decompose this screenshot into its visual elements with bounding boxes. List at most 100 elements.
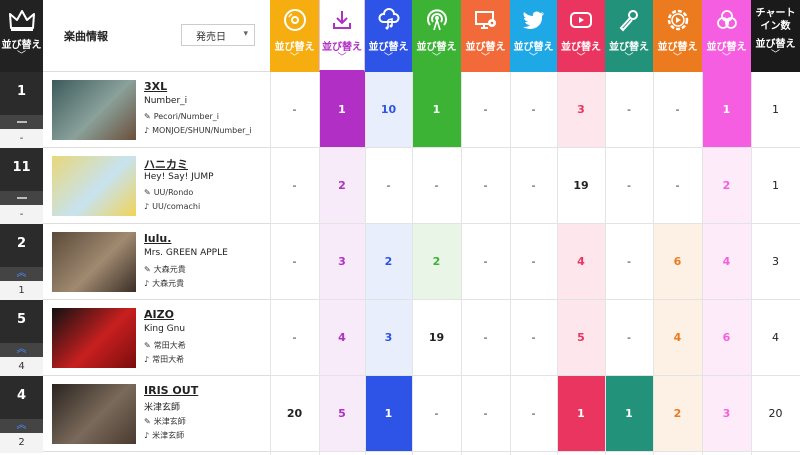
song-thumbnail[interactable] xyxy=(52,384,136,444)
rank-value-tiktok: 3 xyxy=(702,376,751,452)
cloud-music-icon xyxy=(378,8,399,30)
chevron-down-icon: ﹀ xyxy=(431,53,441,63)
sort-header-download[interactable]: 並び替え ﹀ xyxy=(319,0,365,72)
rank-value-pc-lookup: - xyxy=(461,376,510,452)
song-thumbnail[interactable] xyxy=(52,156,136,216)
song-info-label: 楽曲情報 xyxy=(64,30,108,43)
music-note-icon: ♪ xyxy=(144,355,150,364)
rank-value-cd: - xyxy=(270,148,319,224)
pencil-icon: ✎ xyxy=(144,265,151,274)
sort-header-karaoke[interactable]: 並び替え ﹀ xyxy=(605,0,653,72)
rank-value-karaoke: - xyxy=(605,224,653,300)
sort-header-youtube[interactable]: 並び替え ﹀ xyxy=(557,0,605,72)
lyricist-name: 大森元貴 xyxy=(153,265,186,274)
song-title-link[interactable]: IRIS OUT xyxy=(144,384,199,397)
chart-column-pc-lookup: ----- xyxy=(461,72,510,455)
rank-value-youtube: 5 xyxy=(557,300,605,376)
rank-cell: 5 ︽ 4 xyxy=(0,300,43,377)
chart-column-cd: - - - -20 xyxy=(270,72,319,455)
rank-value-download: 1 xyxy=(319,72,365,148)
rank-value-twitter: - xyxy=(510,300,557,376)
chevron-up-icon: ︽ xyxy=(16,344,27,355)
song-composer: ♪ 大森元貴 xyxy=(144,278,184,289)
rank-value-download: 5 xyxy=(319,376,365,452)
song-title-link[interactable]: 3XL xyxy=(144,80,168,93)
rank-move xyxy=(0,191,43,205)
song-thumbnail[interactable] xyxy=(52,232,136,292)
column-divider xyxy=(412,72,413,455)
rank-value-count: 4 xyxy=(751,300,800,376)
sort-label: 並び替え xyxy=(755,39,796,50)
release-date-select[interactable]: 発売日 ▾ xyxy=(181,24,255,46)
song-lyricist: ✎ UU/Rondo xyxy=(144,188,193,197)
rank-value-pc-lookup: - xyxy=(461,224,510,300)
rank-value-tiktok: 1 xyxy=(702,72,751,148)
rank-value-streaming: 1 xyxy=(365,376,412,452)
song-title-link[interactable]: ハニカミ xyxy=(144,158,188,171)
chevron-down-icon: ﹀ xyxy=(289,53,299,63)
pencil-icon: ✎ xyxy=(144,112,151,121)
song-title-link[interactable]: lulu. xyxy=(144,232,172,245)
rank-value-streaming: 10 xyxy=(365,72,412,148)
rank-value-karaoke: - xyxy=(605,300,653,376)
sort-label: 並び替え xyxy=(274,42,315,53)
chevron-down-icon: ﹀ xyxy=(383,53,393,63)
sort-label: 並び替え xyxy=(657,42,698,53)
music-note-icon: ♪ xyxy=(144,279,150,288)
song-lyricist: ✎ 常田大希 xyxy=(144,340,186,351)
song-artist: Hey! Say! JUMP xyxy=(144,172,214,182)
sort-header-pc-lookup[interactable]: 並び替え ﹀ xyxy=(461,0,510,72)
download-icon xyxy=(333,11,351,29)
sort-header-tiktok[interactable]: 並び替え ﹀ xyxy=(702,0,751,72)
rank-value-gyao: 4 xyxy=(653,300,702,376)
rank-value-cd: - xyxy=(270,300,319,376)
song-thumbnail[interactable] xyxy=(52,308,136,368)
composer-name: 米津玄師 xyxy=(152,431,185,440)
chevron-down-icon: ﹀ xyxy=(721,53,731,63)
column-divider xyxy=(605,72,606,455)
song-composer: ♪ 常田大希 xyxy=(144,354,184,365)
rank-value-cd: - xyxy=(270,224,319,300)
no-change-icon xyxy=(16,197,27,199)
rank-value-streaming: 2 xyxy=(365,224,412,300)
song-row: IRIS OUT 米津玄師 ✎ 米津玄師 ♪ 米津玄師 xyxy=(43,376,270,452)
chevron-down-icon: ﹀ xyxy=(480,53,490,63)
last-week-rank: 2 xyxy=(0,433,43,453)
rank-value-cd: 20 xyxy=(270,376,319,452)
composer-name: UU/comachi xyxy=(152,202,201,211)
rank-value-tiktok: 6 xyxy=(702,300,751,376)
rank-value-gyao: - xyxy=(653,72,702,148)
release-date-select-value: 発売日 xyxy=(196,31,226,43)
chevron-down-icon: ▾ xyxy=(243,29,248,39)
rank-value-count: 20 xyxy=(751,376,800,452)
chart-column-twitter: ----- xyxy=(510,72,557,455)
sort-header-count[interactable]: チャート イン数 並び替え ﹀ xyxy=(751,0,800,72)
chart-column-radio: 1-2 19- xyxy=(412,72,461,455)
lyricist-name: 米津玄師 xyxy=(153,417,186,426)
pencil-icon: ✎ xyxy=(144,341,151,350)
music-note-icon: ♪ xyxy=(144,126,150,135)
rank-value-radio: - xyxy=(412,376,461,452)
current-rank: 1 xyxy=(0,72,43,115)
chevron-down-icon: ﹀ xyxy=(337,53,347,63)
rank-sort-header[interactable]: 並び替え ﹀ xyxy=(0,0,43,72)
song-thumbnail[interactable] xyxy=(52,80,136,140)
radio-icon xyxy=(426,9,447,31)
song-composer: ♪ MONJOE/SHUN/Number_i xyxy=(144,126,252,135)
rank-value-radio: 19 xyxy=(412,300,461,376)
monitor-disc-icon xyxy=(474,11,496,29)
current-rank: 2 xyxy=(0,224,43,267)
sort-header-twitter[interactable]: 並び替え ﹀ xyxy=(510,0,557,72)
chart-column-youtube: 3 19 4 5 1 xyxy=(557,72,605,455)
sort-header-streaming[interactable]: 並び替え ﹀ xyxy=(365,0,412,72)
sort-header-radio[interactable]: 並び替え ﹀ xyxy=(412,0,461,72)
rank-value-download: 2 xyxy=(319,148,365,224)
sort-label: 並び替え xyxy=(561,42,601,53)
chevron-down-icon: ﹀ xyxy=(672,53,682,63)
sort-header-cd[interactable]: 並び替え ﹀ xyxy=(270,0,319,72)
rank-value-download: 3 xyxy=(319,224,365,300)
sort-header-gyao[interactable]: 並び替え ﹀ xyxy=(653,0,702,72)
rank-value-streaming: - xyxy=(365,148,412,224)
song-title-link[interactable]: AIZO xyxy=(144,308,174,321)
